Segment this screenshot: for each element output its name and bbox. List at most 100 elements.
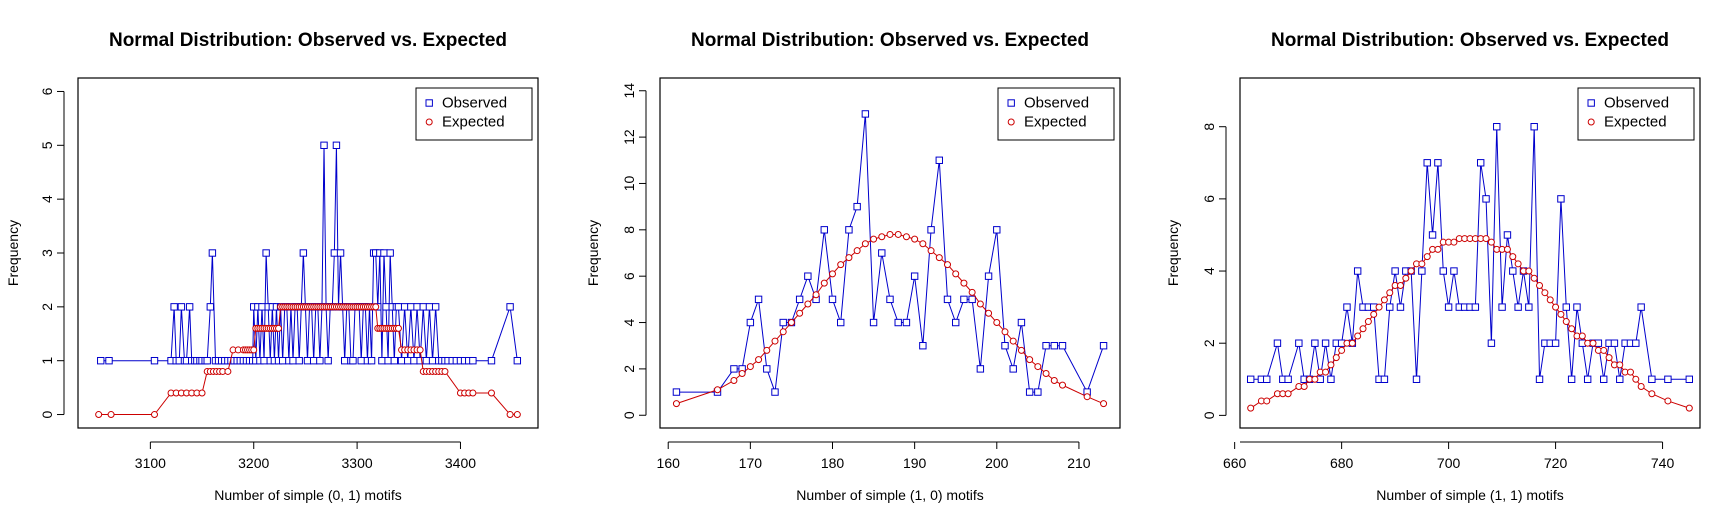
- series-line-observed: [100, 145, 518, 362]
- series-observed: [1246, 123, 1694, 383]
- x-axis-label: Number of simple (1, 1) motifs: [1376, 487, 1564, 503]
- observed-point: [1562, 303, 1570, 311]
- observed-point: [1444, 303, 1453, 311]
- observed-point: [1482, 195, 1490, 203]
- expected-point: [730, 376, 738, 384]
- y-tick-label: 14: [621, 83, 637, 99]
- x-tick-label: 3100: [135, 455, 166, 471]
- expected-point: [944, 261, 951, 269]
- y-tick-label: 0: [39, 410, 55, 418]
- legend-circle-icon: [1007, 118, 1015, 126]
- observed-point: [330, 249, 339, 257]
- observed-point: [203, 356, 211, 365]
- expected-point: [960, 279, 968, 287]
- legend-label: Expected: [1604, 114, 1667, 131]
- expected-point: [1386, 289, 1394, 297]
- observed-point: [1476, 159, 1485, 167]
- expected-point: [1509, 253, 1517, 261]
- expected-point: [763, 346, 771, 354]
- observed-point: [413, 303, 421, 311]
- expected-point: [1450, 238, 1458, 246]
- y-axis-label: Frequency: [5, 220, 21, 286]
- series-expected: [672, 230, 1108, 408]
- expected-point: [1562, 318, 1570, 326]
- expected-point: [812, 291, 820, 299]
- expected-point: [506, 411, 514, 419]
- observed-point: [1025, 388, 1034, 396]
- observed-point: [943, 295, 952, 304]
- expected-point: [1026, 356, 1034, 364]
- observed-point: [730, 365, 738, 373]
- expected-point: [935, 254, 943, 262]
- expected-point: [870, 235, 878, 243]
- y-tick-label: 2: [39, 303, 55, 311]
- observed-point: [1535, 375, 1544, 383]
- expected-point: [513, 411, 521, 419]
- observed-point: [1685, 375, 1694, 383]
- observed-point: [1311, 339, 1319, 347]
- expected-point: [1536, 281, 1544, 289]
- expected-point: [107, 411, 115, 419]
- observed-point: [1648, 375, 1656, 383]
- observed-point: [1423, 159, 1431, 167]
- observed-point: [795, 295, 804, 304]
- y-axis-label: Frequency: [1165, 220, 1181, 286]
- chart-2: Normal Distribution: Observed vs. Expect…: [585, 30, 1121, 503]
- observed-point: [309, 356, 318, 365]
- legend-label: Observed: [1604, 95, 1669, 112]
- expected-point: [1017, 346, 1025, 354]
- observed-point: [422, 356, 431, 365]
- observed-point: [1439, 267, 1447, 275]
- observed-point: [1493, 123, 1501, 131]
- expected-point: [968, 288, 976, 296]
- observed-point: [1632, 339, 1640, 347]
- series-observed: [672, 110, 1108, 396]
- y-tick-label: 3: [39, 249, 55, 257]
- expected-point: [416, 346, 424, 354]
- observed-point: [1396, 303, 1405, 311]
- y-tick-label: 0: [1201, 411, 1217, 419]
- observed-point: [1353, 267, 1362, 275]
- observed-point: [150, 356, 159, 365]
- expected-point: [1407, 267, 1415, 275]
- observed-point: [382, 303, 390, 311]
- observed-point: [407, 303, 415, 311]
- observed-point: [1042, 342, 1050, 350]
- expected-point: [224, 367, 232, 375]
- observed-point: [378, 356, 386, 365]
- expected-point: [441, 367, 449, 375]
- expected-point: [1632, 375, 1640, 383]
- observed-point: [262, 249, 270, 257]
- expected-point: [902, 233, 910, 241]
- observed-point: [919, 342, 927, 350]
- expected-point: [1263, 397, 1271, 405]
- expected-point: [1482, 235, 1490, 243]
- observed-point: [1386, 303, 1394, 311]
- x-tick-label: 660: [1223, 455, 1247, 471]
- observed-point: [1246, 375, 1255, 383]
- observed-point: [1567, 375, 1576, 383]
- expected-point: [1503, 245, 1511, 253]
- expected-point: [672, 400, 680, 408]
- observed-point: [910, 272, 919, 280]
- expected-point: [1327, 361, 1335, 369]
- expected-point: [796, 309, 804, 317]
- expected-point: [771, 337, 779, 345]
- observed-point: [1530, 123, 1538, 131]
- observed-point: [869, 318, 878, 327]
- expected-point: [1557, 310, 1565, 318]
- y-tick-label: 4: [39, 195, 55, 203]
- expected-point: [1001, 328, 1009, 336]
- y-tick-label: 4: [621, 318, 637, 326]
- observed-point: [506, 303, 514, 311]
- y-tick-label: 4: [1201, 267, 1217, 275]
- expected-point: [1100, 400, 1108, 408]
- legend-circle-icon: [1587, 118, 1595, 126]
- x-axis-label: Number of simple (1, 0) motifs: [796, 487, 984, 503]
- observed-point: [258, 303, 266, 311]
- observed-point: [295, 356, 303, 365]
- observed-point: [1509, 267, 1517, 275]
- y-tick-label: 8: [621, 226, 637, 234]
- x-tick-label: 3200: [238, 455, 269, 471]
- plot-frame: [1239, 77, 1701, 429]
